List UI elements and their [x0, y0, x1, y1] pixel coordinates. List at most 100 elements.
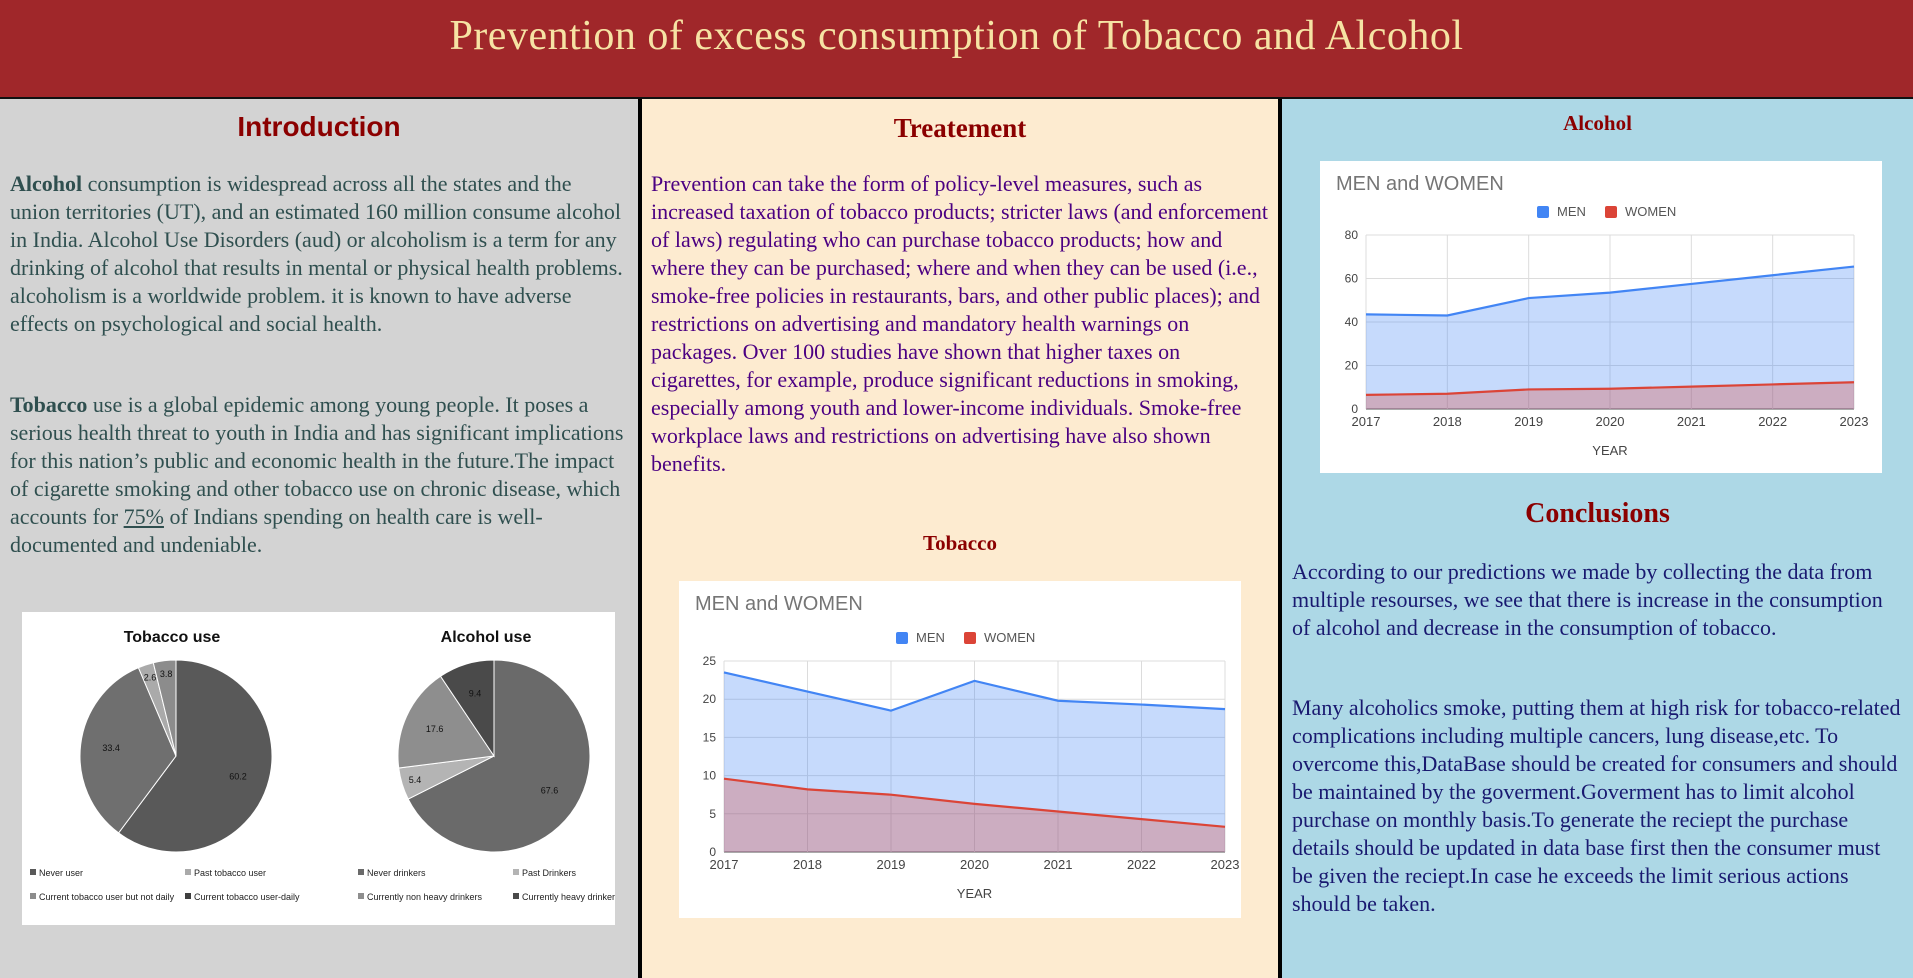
pie-tobacco-legend-0: Never user [39, 868, 83, 878]
pie-alcohol-slice-2 [397, 675, 495, 769]
area-tobacco-xtick-4: 2021 [1044, 857, 1073, 872]
pie-alcohol-label-0: 67.6 [541, 785, 559, 795]
area-alcohol-line-0 [1365, 265, 1855, 317]
conclusions-paragraph-2: Many alcoholics smoke, putting them at h… [1292, 695, 1901, 916]
area-alcohol-ytick-0: 0 [1351, 402, 1358, 416]
area-alcohol-area-1 [1366, 382, 1854, 409]
pie-alcohol-legend-0: Never drinkers [367, 868, 426, 878]
area-alcohol-xtick-3: 2020 [1596, 414, 1625, 429]
area-alcohol-ytick-3: 60 [1345, 272, 1359, 286]
area-tobacco-ytick-2: 10 [703, 769, 717, 783]
treatment-column: Treatement Prevention can take the form … [642, 99, 1278, 978]
treatment-heading: Treatement [893, 113, 1027, 143]
pie-alcohol-slice-0 [407, 659, 591, 853]
tobacco-heading: Tobacco [923, 531, 997, 555]
pie-tobacco-label-2: 2.6 [144, 673, 157, 683]
area-tobacco-line-1 [723, 777, 1226, 828]
area-tobacco-xtick-3: 2020 [960, 857, 989, 872]
pie-alcohol-label-1: 5.4 [409, 775, 422, 785]
area-alcohol-ytick-2: 40 [1345, 315, 1359, 329]
pie-alcohol-legend-swatch-3 [513, 893, 519, 899]
conclusions-heading: Conclusions [1525, 498, 1670, 529]
pie-tobacco-legend-swatch-2 [30, 893, 36, 899]
area-tobacco-xtick-0: 2017 [710, 857, 739, 872]
pie-tobacco-slice-0 [117, 659, 273, 853]
area-alcohol-xlabel: YEAR [1592, 443, 1627, 458]
area-tobacco-area-0 [724, 672, 1225, 852]
pie-alcohol-legend-swatch-2 [358, 893, 364, 899]
area-alcohol-xtick-1: 2018 [1433, 414, 1462, 429]
pie-tobacco-label-1: 33.4 [102, 743, 120, 753]
area-tobacco-ytick-1: 5 [709, 807, 716, 821]
treatment-paragraph: Prevention can take the form of policy-l… [651, 171, 1268, 476]
poster-title: Prevention of excess consumption of Toba… [449, 13, 1464, 59]
pie-alcohol-legend-3: Currently heavy drinkers [522, 892, 615, 902]
alcohol-chart-title: MEN and WOMEN [1336, 173, 1504, 195]
area-alcohol-xtick-2: 2019 [1514, 414, 1543, 429]
area-alcohol-legend-0: MEN [1557, 204, 1586, 219]
pie-alcohol-legend-swatch-1 [513, 869, 519, 875]
tobacco-area-chart: MEN WOMEN 0 5 10 15 20 25 2017 2018 2019 2020 2021 20… [703, 630, 1240, 901]
area-tobacco-legend-0: MEN [916, 630, 945, 645]
pie-tobacco-slice-3 [152, 659, 177, 757]
conclusions-paragraph-1: According to our predictions we made by … [1292, 559, 1883, 640]
area-tobacco-ytick-0: 0 [709, 845, 716, 859]
pie-tobacco-legend-swatch-0 [30, 869, 36, 875]
alcohol-paragraph: Alcohol consumption is widespread across… [10, 170, 626, 338]
pie-tobacco-legend-swatch-3 [185, 893, 191, 899]
alcohol-lead: Alcohol [10, 171, 83, 196]
area-tobacco-legend-swatch-0 [896, 632, 908, 644]
introduction-column: Introduction Alcohol consumption is wide… [0, 99, 638, 978]
pie-alcohol-slice-3 [439, 659, 495, 758]
pie-alcohol-legend-2: Currently non heavy drinkers [367, 892, 483, 902]
pie-alcohol-legend-swatch-0 [358, 869, 364, 875]
area-alcohol-xtick-6: 2023 [1840, 414, 1869, 429]
area-tobacco-ytick-4: 20 [703, 692, 717, 706]
pie-alcohol-label-3: 9.4 [469, 689, 482, 699]
pie-charts-panel: Tobacco use 60.2 33.4 2.6 3.8 Never user Past … [22, 612, 620, 925]
alcohol-conclusions-column: Alcohol MEN and WOMEN MEN WOMEN 0 20 40 60 80 2… [1282, 99, 1913, 978]
pie-charts: Tobacco use 60.2 33.4 2.6 3.8 Never user Past … [30, 629, 620, 902]
area-alcohol-ytick-1: 20 [1345, 359, 1359, 373]
pie-tobacco-legend-1: Past tobacco user [194, 868, 266, 878]
pie-alcohol-title: Alcohol use [441, 629, 532, 646]
tobacco-text-end: of Indians spending on health care is we… [10, 504, 543, 557]
area-alcohol-line-1 [1365, 381, 1855, 396]
area-tobacco-legend-swatch-1 [964, 632, 976, 644]
pie-alcohol-label-2: 17.6 [426, 724, 444, 734]
tobacco-paragraph: Tobacco use is a global epidemic among y… [10, 391, 626, 559]
pie-tobacco-legend-swatch-1 [185, 869, 191, 875]
alcohol-chart-panel: MEN and WOMEN MEN WOMEN 0 20 40 60 80 2017 2018 2… [1320, 161, 1882, 473]
pie-alcohol-legend-1: Past Drinkers [522, 868, 577, 878]
pie-tobacco-label-0: 60.2 [229, 772, 247, 782]
area-tobacco-area-1 [724, 778, 1225, 852]
area-alcohol-xtick-0: 2017 [1352, 414, 1381, 429]
pie-tobacco-legend-3: Current tobacco user-daily [194, 892, 300, 902]
area-tobacco-ytick-5: 25 [703, 654, 717, 668]
area-tobacco-line-0 [723, 671, 1226, 712]
area-tobacco-xtick-1: 2018 [793, 857, 822, 872]
introduction-heading: Introduction [237, 111, 401, 142]
pie-tobacco-legend-2: Current tobacco user but not daily [39, 892, 175, 902]
poster-header: Prevention of excess consumption of Toba… [0, 0, 1913, 99]
alcohol-area-chart: MEN WOMEN 0 20 40 60 80 2017 2018 2019 2020 2021 202… [1345, 204, 1869, 458]
area-tobacco-xtick-6: 2023 [1211, 857, 1240, 872]
area-tobacco-legend-1: WOMEN [984, 630, 1035, 645]
tobacco-chart-title: MEN and WOMEN [695, 593, 863, 615]
tobacco-text: use is a global epidemic among young peo… [10, 392, 624, 529]
alcohol-text: consumption is widespread across all the… [10, 171, 623, 336]
area-alcohol-legend-swatch-0 [1537, 206, 1549, 218]
area-alcohol-ytick-4: 80 [1345, 228, 1359, 242]
area-alcohol-legend-1: WOMEN [1625, 204, 1676, 219]
area-alcohol-legend-swatch-1 [1605, 206, 1617, 218]
tobacco-chart-panel: MEN and WOMEN MEN WOMEN 0 5 10 15 20 25 2017 2018… [679, 581, 1241, 918]
percent-link[interactable]: 75% [123, 504, 164, 529]
pie-tobacco-title: Tobacco use [124, 629, 221, 646]
tobacco-lead: Tobacco [10, 392, 88, 417]
area-alcohol-xtick-4: 2021 [1677, 414, 1706, 429]
area-alcohol-area-0 [1366, 266, 1854, 409]
area-alcohol-xtick-5: 2022 [1758, 414, 1787, 429]
area-tobacco-xlabel: YEAR [957, 886, 992, 901]
pie-tobacco-slice-1 [79, 667, 177, 834]
pie-tobacco-label-3: 3.8 [160, 669, 173, 679]
